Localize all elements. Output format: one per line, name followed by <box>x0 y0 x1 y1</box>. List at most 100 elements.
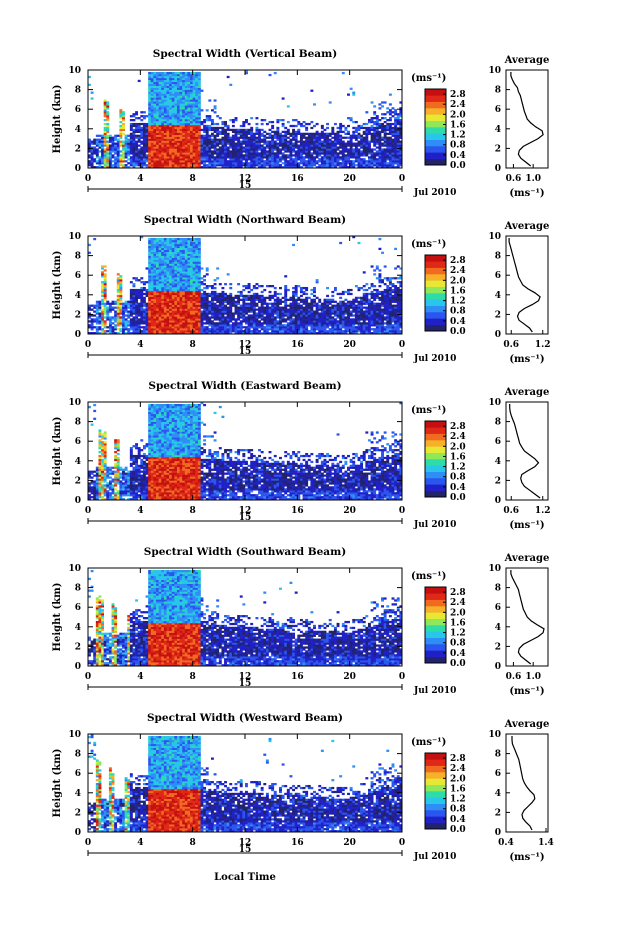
heatmap-cell <box>255 158 259 161</box>
heatmap-cell <box>258 166 261 169</box>
heatmap-cell <box>260 318 264 321</box>
heatmap-cell <box>237 330 241 333</box>
heatmap-cell <box>150 158 154 161</box>
heatmap-cell <box>106 152 110 155</box>
heatmap-cell <box>247 166 251 169</box>
heatmap-cell <box>153 89 157 92</box>
heatmap-cell <box>221 144 225 147</box>
heatmap-cell <box>265 160 269 163</box>
heatmap-cell <box>156 158 159 161</box>
heatmap-cell <box>135 314 139 317</box>
heatmap-cell <box>116 138 120 141</box>
heatmap-cell <box>116 294 120 298</box>
heatmap-cell <box>331 142 335 145</box>
heatmap-cell <box>156 107 159 110</box>
heatmap-cell <box>260 304 264 307</box>
heatmap-cell <box>142 300 146 303</box>
heatmap-cell <box>221 324 225 327</box>
heatmap-cell <box>388 142 392 145</box>
heatmap-cell <box>119 306 123 309</box>
heatmap-cell <box>132 152 136 155</box>
heatmap-cell <box>294 150 298 153</box>
heatmap-cell <box>103 288 107 292</box>
heatmap-cell <box>203 124 207 128</box>
heatmap-cell <box>148 81 152 85</box>
heatmap-cell <box>156 146 159 149</box>
heatmap-cell <box>394 122 398 126</box>
heatmap-cell <box>103 166 107 169</box>
heatmap-cell <box>179 237 183 241</box>
heatmap-cell <box>203 275 207 278</box>
heatmap-cell <box>221 122 225 126</box>
heatmap-cell <box>132 138 136 141</box>
heatmap-cell <box>352 126 356 130</box>
heatmap-cell <box>166 158 170 161</box>
heatmap-cell <box>174 93 178 96</box>
heatmap-cell <box>203 152 207 155</box>
heatmap-cell <box>302 158 306 161</box>
heatmap-cell <box>210 302 214 305</box>
heatmap-cell <box>195 97 199 100</box>
heatmap-cell <box>163 154 167 157</box>
heatmap-cell <box>182 126 186 130</box>
heatmap-cell <box>190 257 193 260</box>
heatmap-cell <box>148 132 152 135</box>
heatmap-cell <box>260 302 264 305</box>
heatmap-cell <box>108 306 112 309</box>
heatmap-cell <box>103 136 107 139</box>
heatmap-cell <box>187 253 191 256</box>
heatmap-cell <box>362 154 366 157</box>
heatmap-cell <box>163 269 167 272</box>
heatmap-cell <box>276 128 280 132</box>
heatmap-cell <box>163 134 167 137</box>
heatmap-cell <box>124 148 128 151</box>
heatmap-cell <box>305 132 309 135</box>
heatmap-cell <box>174 162 178 165</box>
heatmap-cell <box>357 154 361 157</box>
heatmap-cell <box>281 119 285 122</box>
heatmap-cell <box>203 294 207 298</box>
heatmap-cell <box>148 107 152 110</box>
heatmap-cell <box>88 324 91 327</box>
heatmap-cell <box>179 87 183 90</box>
heatmap-cell <box>153 75 157 79</box>
heatmap-cell <box>255 312 259 315</box>
heatmap-cell <box>326 160 330 163</box>
heatmap-cell <box>367 156 371 159</box>
heatmap-cell <box>323 158 327 161</box>
heatmap-cell <box>190 103 193 106</box>
heatmap-cell <box>281 97 285 100</box>
heatmap-cell <box>132 154 136 157</box>
heatmap-cell <box>179 117 183 120</box>
heatmap-cell <box>106 105 110 108</box>
heatmap-cell <box>203 164 207 167</box>
heatmap-cell <box>114 320 118 323</box>
heatmap-cell <box>268 152 272 155</box>
heatmap-cell <box>140 330 144 333</box>
heatmap-cell <box>226 273 230 276</box>
heatmap-cell <box>242 312 246 315</box>
heatmap-cell <box>336 136 340 139</box>
heatmap-cell <box>313 103 316 106</box>
heatmap-cell <box>203 328 207 331</box>
heatmap-cell <box>150 119 154 122</box>
heatmap-cell <box>153 101 157 104</box>
heatmap-cell <box>279 144 282 147</box>
heatmap-cell <box>171 95 175 98</box>
heatmap-cell <box>284 140 288 143</box>
heatmap-cell <box>260 154 264 157</box>
heatmap-cell <box>174 253 178 256</box>
heatmap-cell <box>313 132 316 135</box>
heatmap-cell <box>224 160 227 163</box>
heatmap-cell <box>88 316 91 319</box>
heatmap-cell <box>247 136 251 139</box>
heatmap-cell <box>349 166 353 169</box>
heatmap-cell <box>171 292 175 296</box>
heatmap-cell <box>182 294 186 298</box>
heatmap-cell <box>310 166 314 169</box>
heatmap-cell <box>111 144 115 147</box>
heatmap-cell <box>158 283 162 286</box>
heatmap-cell <box>129 150 133 153</box>
heatmap-cell <box>158 306 162 309</box>
heatmap-cell <box>391 162 395 165</box>
